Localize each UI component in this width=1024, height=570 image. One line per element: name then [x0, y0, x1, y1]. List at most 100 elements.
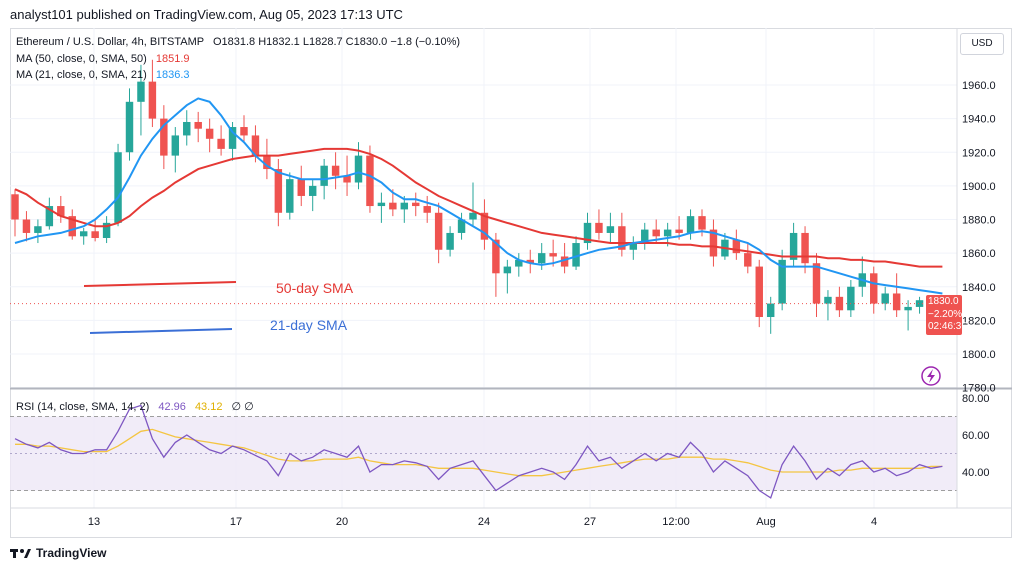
candle-body — [308, 185, 317, 196]
time-tick-label: 17 — [230, 516, 242, 528]
rsi-band — [10, 416, 957, 491]
candle-body — [686, 216, 695, 233]
sma21-annotation: 21-day SMA — [270, 317, 348, 333]
lightning-icon-bolt — [927, 369, 935, 383]
candle-body — [492, 239, 500, 274]
candle-body — [560, 256, 569, 267]
candle-body — [366, 155, 374, 207]
legend-symbol: Ethereum / U.S. Dollar, 4h, BITSTAMP — [16, 36, 204, 48]
candle-body — [377, 202, 386, 207]
legend-ma21-value: 1836.3 — [155, 69, 190, 81]
legend-ma50-label: MA (50, close, 0, SMA, 50) — [16, 53, 147, 65]
price-tick-label: 1820.0 — [962, 315, 996, 327]
candle-body — [34, 226, 42, 233]
last-price: 1830.0 — [928, 296, 959, 307]
candle-body — [22, 219, 31, 233]
candle-body — [251, 135, 260, 156]
candle-body — [194, 121, 202, 129]
legend-ohlc: O1831.8 H1832.1 L1828.7 C1830.0 −1.8 (−0… — [212, 36, 461, 48]
candle-body — [870, 273, 878, 304]
last-change: −2.20% — [928, 308, 963, 320]
candle-body — [343, 175, 351, 183]
legend-ma50-row[interactable]: MA (50, close, 0, SMA, 50) 1851.9 — [16, 53, 190, 65]
candle-body — [469, 212, 477, 220]
candle-body — [789, 232, 798, 260]
last-price-tag: 1830.0 −2.20% 02:46:36 — [926, 295, 967, 335]
ma21-line — [14, 97, 943, 295]
footer-brand[interactable]: TradingView — [10, 546, 106, 560]
candle-body — [549, 253, 557, 257]
candle-body — [457, 219, 466, 233]
candle-body — [698, 216, 706, 230]
candle-body — [79, 231, 88, 237]
candle-body — [755, 266, 763, 318]
sma50-marker — [83, 281, 237, 287]
candle-body — [778, 259, 786, 304]
price-tick-label: 1920.0 — [962, 147, 996, 159]
candle-body — [423, 206, 431, 213]
candle-body — [68, 216, 76, 237]
footer-brand-label: TradingView — [36, 546, 107, 560]
candle-body — [160, 118, 168, 156]
lightning-icon — [921, 366, 941, 386]
legend-ma21-row[interactable]: MA (21, close, 0, SMA, 21) 1836.3 — [16, 69, 190, 81]
candle-body — [11, 194, 19, 220]
rsi-tick-label: 60.00 — [962, 430, 990, 442]
time-tick-label: 4 — [871, 516, 877, 528]
chart-frame[interactable] — [10, 28, 1012, 538]
rsi-tick-label: 40.00 — [962, 467, 990, 479]
candle-body — [652, 229, 660, 237]
price-tick-label: 1780.0 — [962, 383, 996, 395]
time-tick-label: 27 — [584, 516, 596, 528]
candle-body — [91, 231, 99, 238]
candle-body — [240, 127, 248, 136]
candle-body — [205, 128, 214, 139]
publish-banner: analyst101 published on TradingView.com,… — [10, 7, 403, 22]
candle-body — [595, 222, 603, 233]
price-tick-label: 1940.0 — [962, 114, 996, 126]
time-tick-label: 13 — [88, 516, 100, 528]
candle-body — [446, 232, 454, 250]
candle-body — [57, 206, 65, 217]
candle-body — [228, 127, 237, 149]
candle-body — [286, 179, 294, 213]
sma21-marker — [89, 328, 233, 334]
legend-rsi-row[interactable]: RSI (14, close, SMA, 14, 2) 42.96 43.12 … — [16, 400, 254, 413]
candle-body — [125, 101, 134, 153]
legend-ma50-value: 1851.9 — [155, 53, 190, 65]
candle-body — [45, 206, 54, 227]
candle-body — [732, 239, 741, 254]
candle-body — [480, 212, 489, 240]
candle-body — [331, 165, 340, 176]
candle-body — [663, 229, 672, 237]
candle-body — [183, 121, 191, 136]
time-tick-label: Aug — [756, 516, 776, 528]
candle-body — [434, 212, 443, 250]
rsi-lines — [14, 404, 943, 499]
candle-body — [881, 293, 889, 304]
candle-body — [835, 296, 844, 311]
candle-body — [389, 202, 397, 210]
candle-body — [583, 222, 592, 244]
ma50-line — [14, 147, 943, 268]
candle-body — [537, 253, 546, 264]
currency-button[interactable]: USD — [960, 33, 1004, 55]
candle-body — [641, 229, 649, 244]
price-tick-label: 1960.0 — [962, 80, 996, 92]
candle-body — [515, 259, 523, 267]
candle-body — [171, 135, 180, 156]
price-tick-label: 1840.0 — [962, 282, 996, 294]
price-tick-label: 1880.0 — [962, 215, 996, 227]
candle-body — [503, 266, 512, 274]
rsi-tick-label: 80.00 — [962, 393, 990, 405]
candle-body — [824, 296, 832, 304]
candle-body — [263, 155, 271, 170]
legend-rsi-value: 42.96 — [158, 401, 186, 413]
candle-body — [847, 286, 855, 311]
candle-body — [606, 226, 615, 233]
candle-body — [892, 293, 901, 311]
legend-symbol-row[interactable]: Ethereum / U.S. Dollar, 4h, BITSTAMP O18… — [16, 36, 460, 48]
candle-body — [629, 243, 638, 250]
bar-countdown: 02:46:36 — [928, 321, 967, 332]
